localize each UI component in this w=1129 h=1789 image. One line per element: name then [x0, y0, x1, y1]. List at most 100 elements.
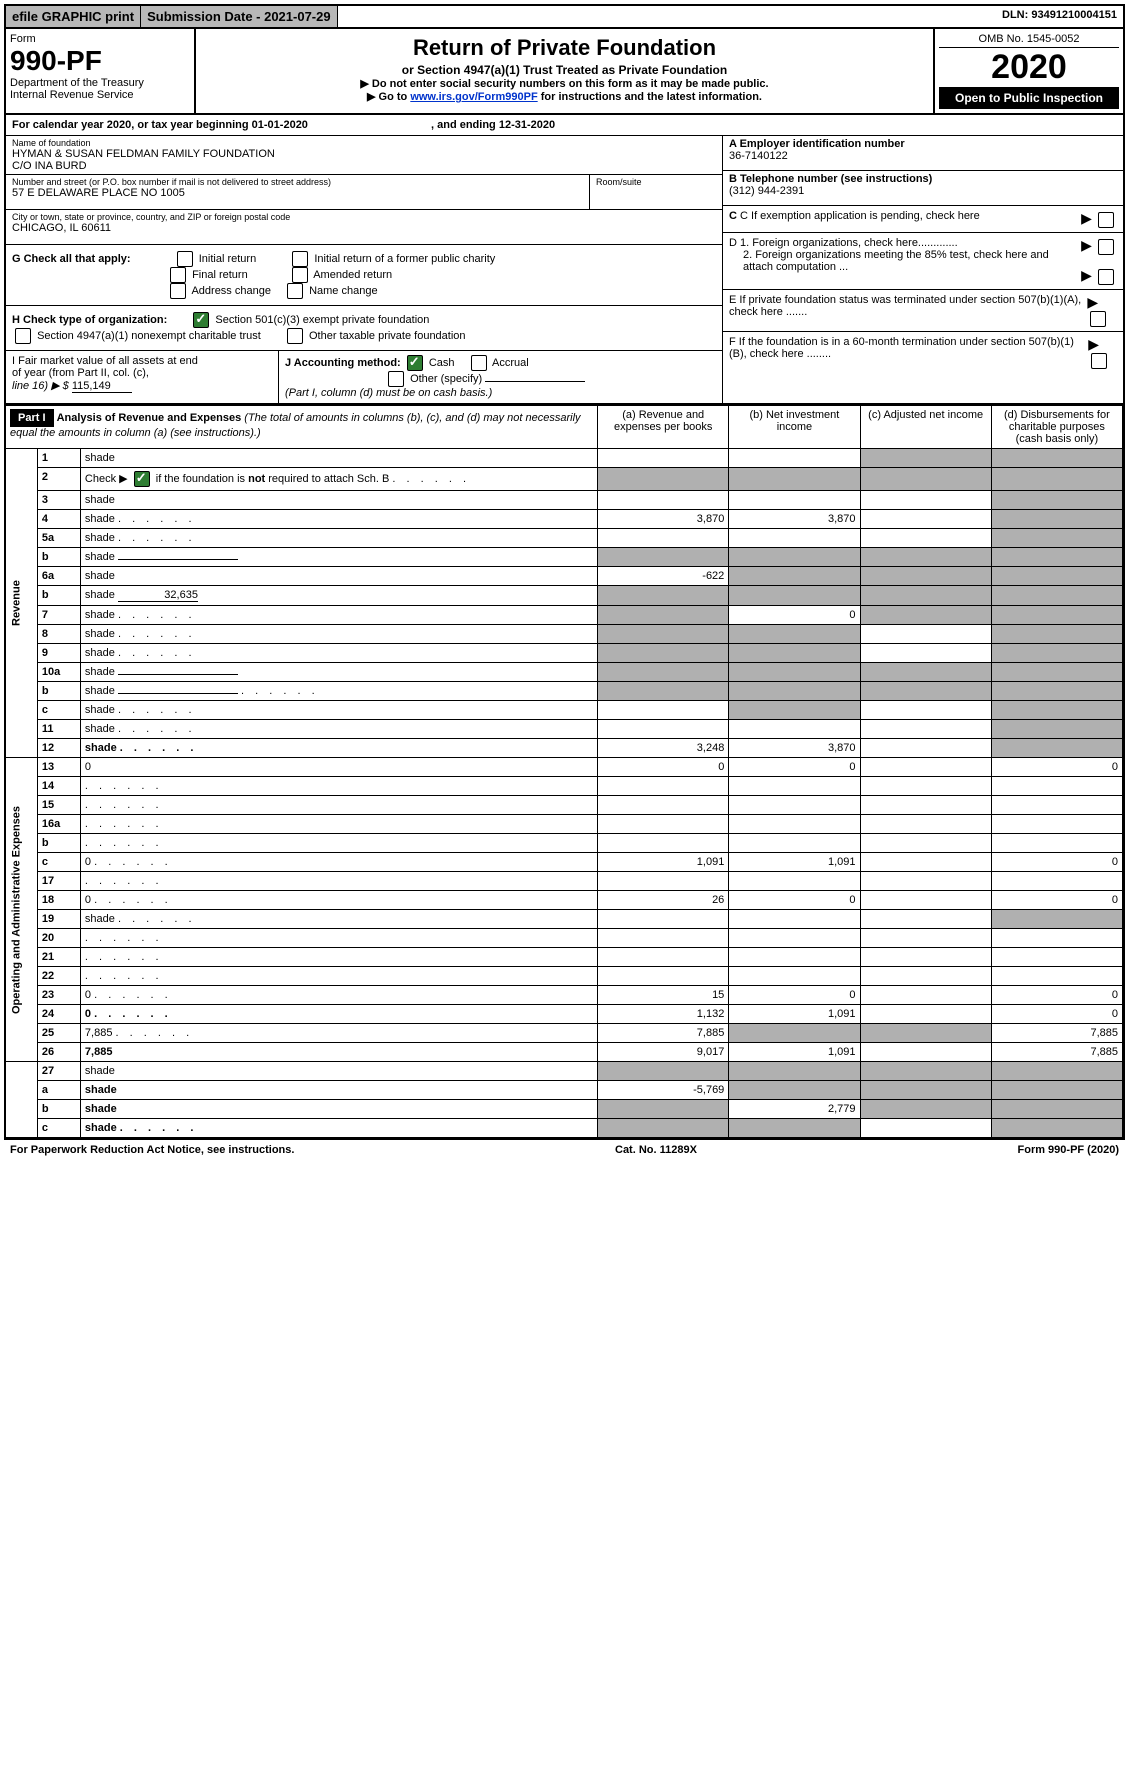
table-row: 19shade . . . . . . — [6, 910, 1123, 929]
section-i-line3: line 16) ▶ $ 115,149 — [12, 379, 272, 393]
table-row: 230 . . . . . .1500 — [6, 986, 1123, 1005]
irs-link[interactable]: www.irs.gov/Form990PF — [410, 91, 537, 103]
top-bar: efile GRAPHIC print Submission Date - 20… — [6, 6, 1123, 29]
address-change-checkbox[interactable] — [170, 283, 186, 299]
initial-former-checkbox[interactable] — [292, 251, 308, 267]
table-row: 4shade . . . . . .3,8703,870 — [6, 510, 1123, 529]
addr-label: Number and street (or P.O. box number if… — [12, 177, 583, 187]
room-label: Room/suite — [596, 177, 716, 187]
table-row: 240 . . . . . .1,1321,0910 — [6, 1005, 1123, 1024]
submission-date: Submission Date - 2021-07-29 — [141, 6, 338, 27]
table-row: 20 . . . . . . — [6, 929, 1123, 948]
name-change-checkbox[interactable] — [287, 283, 303, 299]
efile-print-button[interactable]: efile GRAPHIC print — [6, 6, 141, 27]
table-row: 3shade — [6, 491, 1123, 510]
phone-label: B Telephone number (see instructions) — [729, 173, 932, 185]
table-row: 7shade . . . . . .0 — [6, 606, 1123, 625]
accrual-checkbox[interactable] — [471, 355, 487, 371]
501c3-checkbox[interactable] — [193, 312, 209, 328]
amended-checkbox[interactable] — [292, 267, 308, 283]
other-method-checkbox[interactable] — [388, 371, 404, 387]
table-row: 180 . . . . . .2600 — [6, 891, 1123, 910]
table-row: 16a . . . . . . — [6, 815, 1123, 834]
form-title: Return of Private Foundation — [200, 35, 929, 61]
street-address: 57 E DELAWARE PLACE NO 1005 — [12, 187, 583, 199]
phone-value: (312) 944-2391 — [729, 185, 804, 197]
table-row: 10ashade — [6, 663, 1123, 682]
form-subtitle: or Section 4947(a)(1) Trust Treated as P… — [200, 63, 929, 77]
exemption-checkbox[interactable] — [1098, 212, 1114, 228]
section-d1: D 1. Foreign organizations, check here..… — [729, 237, 1081, 249]
table-row: cshade . . . . . . — [6, 1119, 1123, 1138]
table-row: 22 . . . . . . — [6, 967, 1123, 986]
section-i-line2: of year (from Part II, col. (c), — [12, 367, 272, 379]
table-row: 11shade . . . . . . — [6, 720, 1123, 739]
table-row: bshade . . . . . . — [6, 682, 1123, 701]
table-row: 8shade . . . . . . — [6, 625, 1123, 644]
name-label: Name of foundation — [12, 138, 716, 148]
final-return-checkbox[interactable] — [170, 267, 186, 283]
form-header: Form 990-PF Department of the Treasury I… — [6, 29, 1123, 115]
table-row: 14 . . . . . . — [6, 777, 1123, 796]
table-row: 21 . . . . . . — [6, 948, 1123, 967]
city-label: City or town, state or province, country… — [12, 212, 716, 222]
60month-checkbox[interactable] — [1091, 353, 1107, 369]
page-footer: For Paperwork Reduction Act Notice, see … — [4, 1140, 1125, 1160]
instruction-2: ▶ Go to www.irs.gov/Form990PF for instru… — [200, 90, 929, 103]
table-row: Revenue1shade — [6, 449, 1123, 468]
open-public-badge: Open to Public Inspection — [939, 87, 1119, 109]
table-row: 5ashade . . . . . . — [6, 529, 1123, 548]
foundation-co: C/O INA BURD — [12, 160, 716, 172]
table-row: 2Check ▶ if the foundation is not requir… — [6, 468, 1123, 491]
cash-checkbox[interactable] — [407, 355, 423, 371]
section-i-line1: I Fair market value of all assets at end — [12, 355, 272, 367]
table-row: b . . . . . . — [6, 834, 1123, 853]
form-number: 990-PF — [10, 45, 190, 77]
table-row: bshade2,779 — [6, 1100, 1123, 1119]
dln: DLN: 93491210004151 — [996, 6, 1123, 27]
section-g: G Check all that apply: Initial return I… — [6, 245, 722, 306]
info-grid: Name of foundation HYMAN & SUSAN FELDMAN… — [6, 136, 1123, 405]
part1-table: Part I Analysis of Revenue and Expenses … — [6, 405, 1123, 1138]
initial-return-checkbox[interactable] — [177, 251, 193, 267]
fmv-value: 115,149 — [72, 380, 132, 393]
paperwork-notice: For Paperwork Reduction Act Notice, see … — [10, 1144, 294, 1156]
form-ref: Form 990-PF (2020) — [1018, 1144, 1119, 1156]
tax-year: 2020 — [939, 48, 1119, 87]
4947-checkbox[interactable] — [15, 328, 31, 344]
cash-basis-note: (Part I, column (d) must be on cash basi… — [285, 387, 492, 399]
foreign-85-checkbox[interactable] — [1098, 269, 1114, 285]
table-row: c0 . . . . . .1,0911,0910 — [6, 853, 1123, 872]
dept-treasury: Department of the Treasury — [10, 77, 190, 89]
table-row: cshade . . . . . . — [6, 701, 1123, 720]
ein-value: 36-7140122 — [729, 150, 788, 162]
section-c: C C If exemption application is pending,… — [729, 210, 980, 222]
table-row: bshade 32,635 — [6, 586, 1123, 606]
table-row: 17 . . . . . . — [6, 872, 1123, 891]
table-row: Operating and Administrative Expenses130… — [6, 758, 1123, 777]
city-value: CHICAGO, IL 60611 — [12, 222, 716, 234]
ein-label: A Employer identification number — [729, 138, 905, 150]
terminated-checkbox[interactable] — [1090, 311, 1106, 327]
table-row: 267,8859,0171,0917,885 — [6, 1043, 1123, 1062]
form-label: Form — [10, 33, 190, 45]
table-row: ashade-5,769 — [6, 1081, 1123, 1100]
cat-no: Cat. No. 11289X — [615, 1144, 697, 1156]
table-row: 12shade . . . . . .3,2483,870 — [6, 739, 1123, 758]
foreign-org-checkbox[interactable] — [1098, 239, 1114, 255]
table-row: bshade — [6, 548, 1123, 567]
table-row: 27shade — [6, 1062, 1123, 1081]
table-row: 15 . . . . . . — [6, 796, 1123, 815]
section-f: F If the foundation is in a 60-month ter… — [729, 336, 1088, 360]
table-row: 6ashade-622 — [6, 567, 1123, 586]
table-row: 9shade . . . . . . — [6, 644, 1123, 663]
instruction-1: ▶ Do not enter social security numbers o… — [200, 77, 929, 90]
part1-label: Part I — [10, 409, 54, 427]
section-e: E If private foundation status was termi… — [729, 294, 1087, 318]
omb-number: OMB No. 1545-0052 — [939, 33, 1119, 48]
other-taxable-checkbox[interactable] — [287, 328, 303, 344]
part1-title: Analysis of Revenue and Expenses — [57, 412, 242, 424]
irs-label: Internal Revenue Service — [10, 89, 190, 101]
calendar-year-row: For calendar year 2020, or tax year begi… — [6, 115, 1123, 136]
foundation-name: HYMAN & SUSAN FELDMAN FAMILY FOUNDATION — [12, 148, 716, 160]
